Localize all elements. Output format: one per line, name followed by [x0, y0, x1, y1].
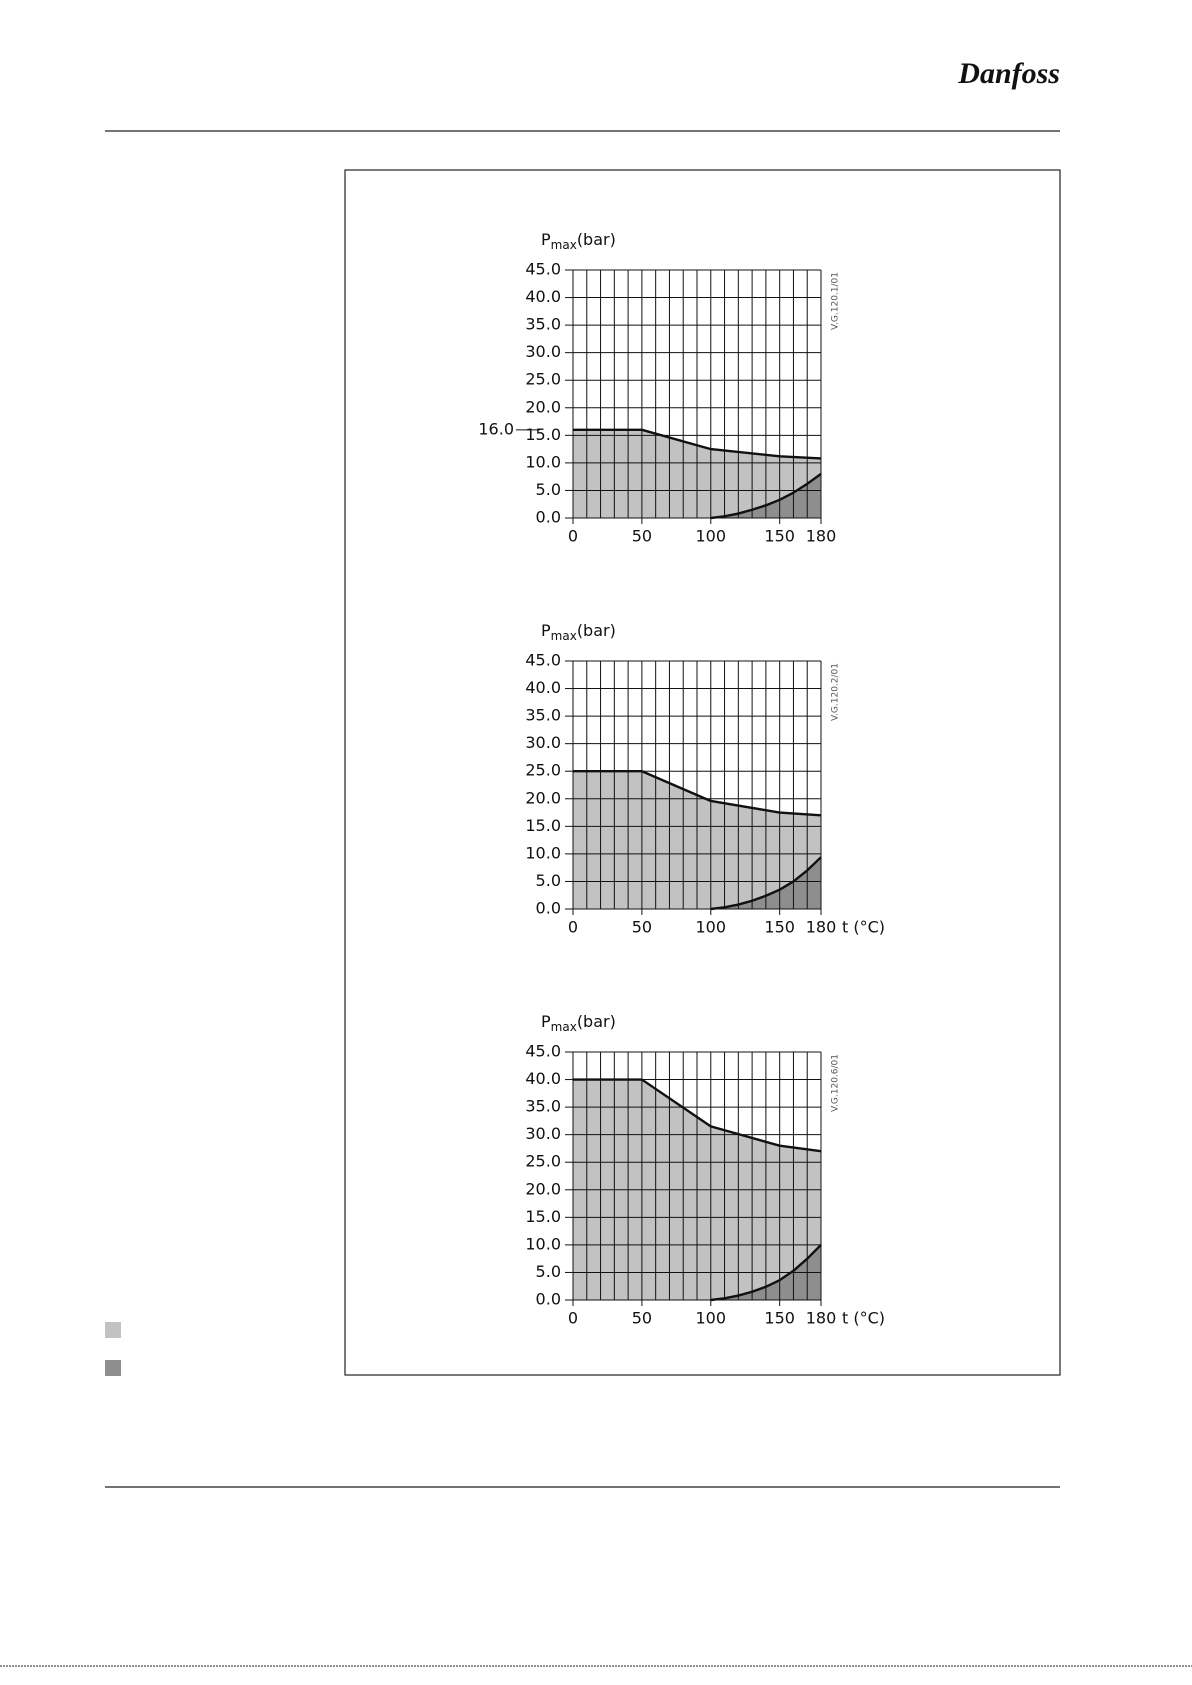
x-tick-label: 100 — [696, 918, 727, 937]
legend-swatch — [105, 1360, 121, 1376]
x-tick-label: 100 — [696, 527, 727, 546]
curve — [710, 856, 822, 911]
curve — [573, 770, 822, 817]
x-tick-label: 0 — [568, 1309, 578, 1328]
curve — [573, 428, 822, 460]
y-axis-label-sub: max — [551, 238, 577, 252]
chart: Pmax(bar) 0.0 5.0 10.0 15.0 20.0 25.0 30.0 35.0 4… — [525, 1012, 885, 1328]
y-tick-label: 0.0 — [536, 1290, 561, 1309]
y-tick-label: 45.0 — [525, 651, 561, 670]
logo: Danfoss — [957, 57, 1060, 90]
y-tick-label: 25.0 — [525, 761, 561, 780]
y-tick-label: 40.0 — [525, 1069, 561, 1088]
y-axis-label: Pmax(bar) — [541, 1012, 616, 1034]
annotation: 16.0 — [478, 419, 514, 438]
charts: Pmax(bar)0.05.010.015.020.025.030.035.04… — [478, 230, 885, 1328]
x-tick-label: 180 — [806, 527, 837, 546]
y-axis-label-unit: (bar) — [577, 1012, 616, 1031]
y-tick-label: 15.0 — [525, 425, 561, 444]
x-tick-label: 150 — [764, 918, 795, 937]
y-tick-label: 15.0 — [525, 816, 561, 835]
x-tick-label: 50 — [632, 918, 652, 937]
legend-swatch — [105, 1322, 121, 1338]
y-tick-label: 20.0 — [525, 397, 561, 416]
curve — [573, 1078, 822, 1153]
chart: Pmax(bar) 0.0 5.0 10.0 15.0 20.0 25.0 30.0 35.0 4… — [525, 621, 885, 937]
y-tick-label: 40.0 — [525, 678, 561, 697]
y-tick-label: 40.0 — [525, 287, 561, 306]
y-tick-label: 5.0 — [536, 480, 561, 499]
y-axis-label-unit: (bar) — [577, 230, 616, 249]
y-tick-label: 45.0 — [525, 1042, 561, 1061]
curve — [710, 1244, 822, 1302]
figure-code: V.G.120.2/01 — [831, 663, 841, 721]
y-tick-label: 30.0 — [525, 1124, 561, 1143]
y-tick-label: 35.0 — [525, 706, 561, 725]
y-tick-label: 5.0 — [536, 1262, 561, 1281]
figure-frame — [344, 169, 1061, 1376]
y-tick-label: 5.0 — [536, 871, 561, 890]
x-tick-label: 180 — [806, 918, 837, 937]
x-tick-label: 0 — [568, 918, 578, 937]
y-axis-label: Pmax(bar) — [541, 621, 616, 643]
y-tick-label: 45.0 — [525, 260, 561, 279]
y-axis-label-main: P — [541, 621, 551, 640]
y-tick-label: 0.0 — [536, 508, 561, 527]
y-tick-label: 25.0 — [525, 1152, 561, 1171]
y-axis-label-sub: max — [551, 1020, 577, 1034]
y-tick-label: 35.0 — [525, 1097, 561, 1116]
y-tick-label: 10.0 — [525, 452, 561, 471]
y-axis-label-unit: (bar) — [577, 621, 616, 640]
y-tick-label: 30.0 — [525, 733, 561, 752]
x-tick-label: 100 — [696, 1309, 727, 1328]
curve — [710, 472, 822, 520]
y-tick-label: 30.0 — [525, 342, 561, 361]
y-axis-label-main: P — [541, 230, 551, 249]
x-tick-label: 150 — [764, 527, 795, 546]
x-tick-label: 50 — [632, 1309, 652, 1328]
x-axis-label: t (°C) — [842, 1309, 885, 1328]
y-axis-label-main: P — [541, 1012, 551, 1031]
x-tick-label: 50 — [632, 527, 652, 546]
chart: Pmax(bar) 0.0 5.0 10.0 15.0 20.0 25.0 30.0 35.0 4… — [478, 230, 840, 546]
legend — [105, 1322, 121, 1376]
y-tick-label: 20.0 — [525, 1179, 561, 1198]
y-tick-label: 25.0 — [525, 370, 561, 389]
y-tick-label: 35.0 — [525, 315, 561, 334]
x-tick-label: 150 — [764, 1309, 795, 1328]
y-tick-label: 20.0 — [525, 788, 561, 807]
figure-code: V.G.120.6/01 — [831, 1054, 841, 1112]
y-tick-label: 0.0 — [536, 899, 561, 918]
y-tick-label: 15.0 — [525, 1207, 561, 1226]
y-tick-label: 10.0 — [525, 1234, 561, 1253]
y-axis-label-sub: max — [551, 629, 577, 643]
x-tick-label: 0 — [568, 527, 578, 546]
y-tick-label: 10.0 — [525, 843, 561, 862]
x-tick-label: 180 — [806, 1309, 837, 1328]
x-axis-label: t (°C) — [842, 918, 885, 937]
y-axis-label: Pmax(bar) — [541, 230, 616, 252]
figure-code: V.G.120.1/01 — [831, 272, 841, 330]
